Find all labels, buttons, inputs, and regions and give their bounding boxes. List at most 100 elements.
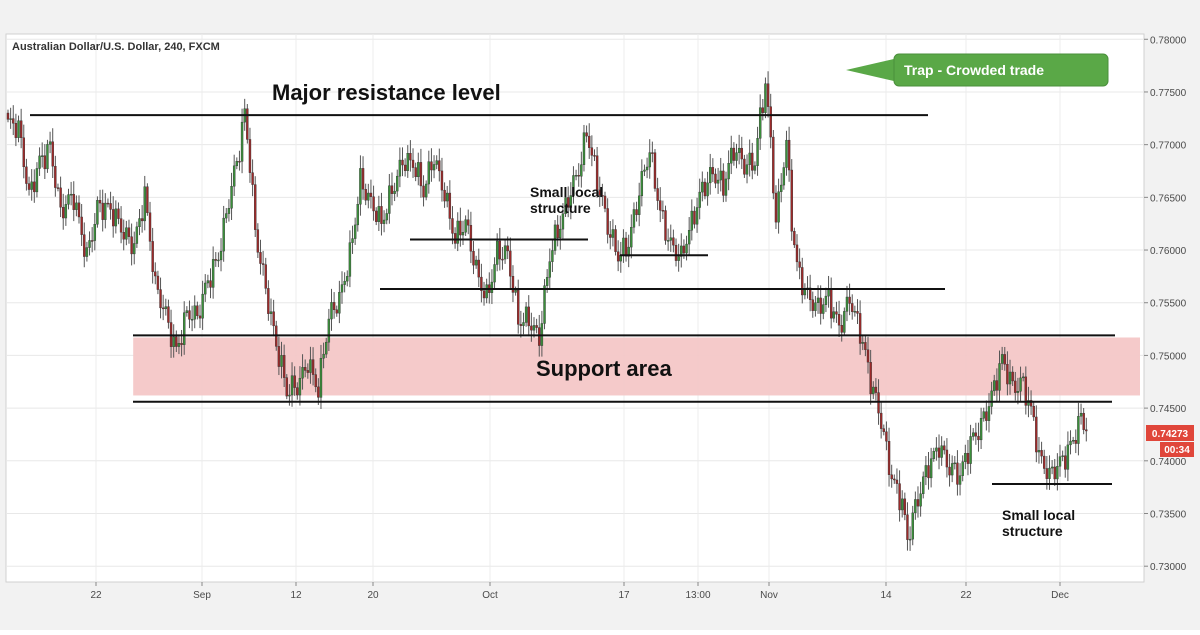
candle-body	[664, 210, 667, 241]
candle-body	[927, 465, 930, 479]
candle-body	[330, 302, 333, 320]
candle-body	[1082, 412, 1085, 430]
candle-body	[472, 251, 475, 266]
candle-body	[432, 164, 436, 171]
y-tick-label: 0.78000	[1150, 35, 1187, 46]
candle-body	[130, 236, 133, 255]
candle-body	[1027, 400, 1030, 406]
candle-body	[117, 208, 120, 219]
y-tick-label: 0.76500	[1150, 193, 1187, 204]
candle-body	[556, 224, 559, 239]
candle-body	[932, 450, 935, 459]
candle-body	[306, 370, 310, 373]
candle-body	[961, 461, 964, 476]
candle-body	[677, 256, 680, 261]
y-tick-label: 0.75000	[1150, 351, 1187, 362]
candle-body	[716, 179, 720, 184]
candle-body	[1056, 466, 1059, 480]
local-structure-label-1a: Small local	[530, 184, 603, 200]
candle-body	[1069, 440, 1072, 446]
candle-body	[964, 452, 967, 462]
support-area-label: Support area	[536, 356, 672, 381]
candle-body	[601, 195, 604, 197]
candle-body	[396, 175, 399, 192]
candle-body	[414, 167, 417, 178]
candle-body	[680, 245, 683, 257]
local-structure-label-2b: structure	[1002, 523, 1063, 539]
countdown-label: 00:34	[1164, 445, 1190, 456]
candle-body	[185, 310, 189, 313]
candle-body	[866, 349, 870, 363]
candle-body	[914, 499, 917, 514]
candle-body	[651, 152, 654, 154]
candle-body	[96, 200, 99, 225]
candle-body	[824, 295, 828, 305]
candle-body	[451, 218, 454, 234]
candle-body	[945, 449, 949, 468]
x-tick-label: 14	[880, 590, 892, 601]
candle-body	[522, 322, 525, 326]
candle-body	[1032, 405, 1035, 418]
candle-body	[543, 285, 546, 324]
candle-body	[122, 232, 125, 240]
candle-body	[795, 244, 799, 263]
candle-body	[59, 187, 62, 208]
x-tick-label: 20	[367, 590, 379, 601]
candle-body	[1045, 468, 1049, 479]
candle-body	[535, 325, 538, 328]
candle-body	[298, 377, 302, 396]
candle-body	[985, 411, 988, 421]
candle-body	[969, 436, 972, 464]
candle-body	[109, 203, 112, 210]
candle-body	[93, 224, 96, 241]
candle-body	[887, 441, 891, 475]
candle-body	[1077, 416, 1080, 444]
candle-body	[159, 289, 162, 309]
candle-body	[322, 353, 325, 359]
candle-body	[814, 302, 817, 311]
candle-body	[514, 290, 517, 293]
x-tick-label: Nov	[760, 590, 778, 601]
candle-body	[924, 465, 928, 478]
candle-body	[46, 144, 49, 170]
candle-body	[737, 147, 741, 153]
candle-body	[277, 346, 281, 367]
candle-body	[175, 336, 178, 347]
candle-body	[356, 204, 359, 226]
candle-body	[808, 287, 812, 300]
candle-body	[966, 452, 970, 464]
candle-body	[1037, 450, 1041, 453]
candle-body	[440, 170, 444, 191]
candle-body	[1035, 416, 1038, 453]
candle-body	[369, 192, 373, 197]
candle-body	[635, 209, 638, 215]
candle-body	[898, 483, 901, 511]
candle-body	[464, 219, 467, 233]
candle-body	[25, 166, 28, 184]
candle-body	[22, 137, 25, 168]
candle-body	[982, 411, 985, 419]
candle-body	[787, 139, 791, 171]
candle-body	[254, 184, 257, 230]
candle-body	[753, 165, 757, 171]
candle-body	[943, 445, 946, 451]
candle-body	[317, 386, 320, 398]
candle-body	[609, 234, 612, 238]
candle-body	[527, 306, 530, 327]
candle-body	[661, 210, 665, 212]
candle-body	[782, 167, 786, 186]
candle-body	[411, 159, 415, 168]
candle-body	[201, 293, 204, 319]
candle-body	[835, 311, 838, 315]
candle-body	[732, 147, 736, 161]
candle-body	[598, 189, 601, 196]
candle-body	[659, 200, 662, 211]
candle-body	[209, 280, 212, 288]
candle-body	[777, 191, 780, 223]
local-structure-label-1b: structure	[530, 200, 591, 216]
candle-body	[409, 153, 412, 161]
candle-body	[403, 164, 407, 171]
candle-body	[698, 191, 701, 208]
candle-body	[459, 220, 462, 236]
candle-body	[290, 375, 294, 396]
